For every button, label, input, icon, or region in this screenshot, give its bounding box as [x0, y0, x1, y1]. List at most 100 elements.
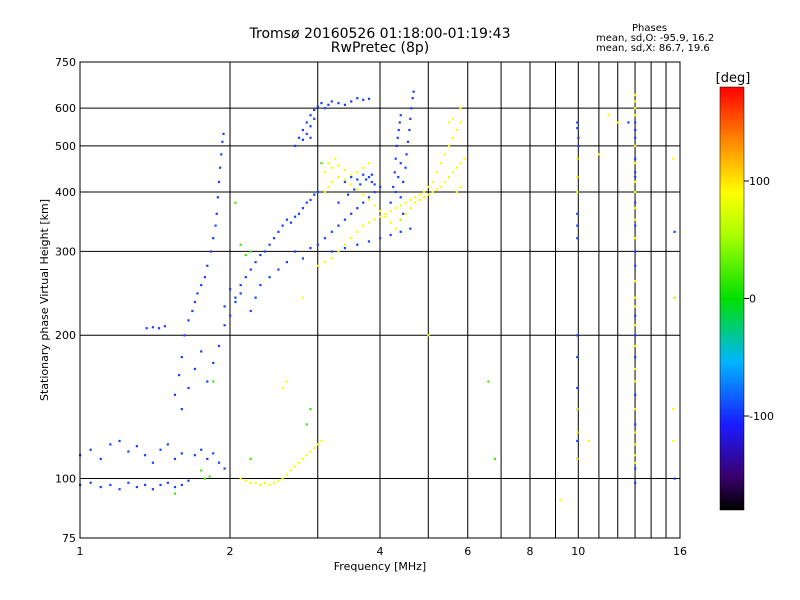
data-point: [343, 243, 347, 246]
data-point: [316, 190, 319, 194]
data-point: [672, 439, 675, 443]
data-point: [634, 443, 637, 446]
data-point: [343, 178, 347, 181]
data-point: [422, 190, 426, 194]
data-point: [254, 261, 257, 264]
data-point: [634, 93, 637, 96]
data-point: [173, 485, 177, 489]
data-point: [316, 105, 319, 108]
data-point: [409, 117, 412, 120]
data-point: [118, 439, 121, 443]
data-point: [309, 114, 312, 117]
x-tick-label: 16: [673, 545, 687, 558]
data-point: [305, 201, 308, 204]
data-point: [451, 117, 455, 120]
data-point: [356, 188, 359, 191]
y-tick-label: 100: [55, 473, 76, 486]
data-point: [309, 198, 312, 202]
data-point: [323, 261, 327, 264]
data-point: [389, 209, 392, 213]
data-point: [373, 183, 376, 186]
data-point: [350, 212, 353, 215]
y-tick-label: 400: [55, 186, 76, 199]
data-point: [373, 218, 376, 221]
data-point: [163, 325, 167, 328]
data-point: [384, 215, 387, 218]
data-point: [634, 334, 637, 337]
data-point: [343, 103, 347, 106]
data-point: [89, 448, 92, 451]
data-point: [313, 193, 316, 196]
data-point: [229, 314, 232, 317]
data-point: [412, 90, 415, 93]
data-point: [634, 190, 637, 194]
data-point: [222, 132, 225, 135]
data-point: [576, 431, 579, 434]
data-point: [320, 439, 323, 443]
data-point: [330, 230, 333, 233]
data-point: [627, 121, 630, 124]
data-point: [215, 212, 218, 215]
data-point: [285, 473, 288, 476]
data-point: [367, 198, 371, 202]
data-point: [316, 264, 319, 267]
data-point: [223, 467, 226, 470]
data-point: [234, 300, 237, 304]
colorbar: [719, 86, 745, 511]
data-point: [379, 185, 382, 189]
data-point: [127, 450, 130, 453]
data-point: [289, 469, 293, 472]
data-point: [634, 180, 637, 184]
data-point: [409, 207, 412, 210]
data-point: [289, 221, 293, 224]
data-point: [422, 196, 426, 199]
data-point: [277, 268, 280, 271]
data-point: [673, 477, 676, 480]
data-point: [127, 481, 130, 484]
data-point: [330, 100, 333, 103]
data-point: [393, 171, 396, 174]
data-point: [297, 212, 301, 215]
data-point: [673, 296, 676, 299]
data-point: [301, 207, 305, 210]
data-point: [118, 488, 121, 491]
data-point: [217, 180, 221, 184]
data-point: [399, 162, 402, 165]
data-point: [576, 237, 579, 240]
data-point: [217, 461, 221, 464]
data-point: [259, 284, 262, 287]
data-point: [159, 483, 162, 487]
data-point: [367, 240, 371, 243]
data-point: [212, 452, 215, 455]
data-point: [244, 253, 247, 257]
data-point: [493, 457, 497, 461]
data-point: [239, 292, 242, 295]
data-point: [193, 300, 197, 304]
data-point: [634, 237, 637, 240]
data-point: [597, 153, 601, 156]
data-point: [223, 305, 226, 308]
data-point: [343, 218, 347, 221]
data-point: [576, 334, 579, 337]
data-point: [409, 227, 412, 230]
data-point: [151, 326, 155, 329]
data-point: [177, 374, 181, 377]
legend-line-o: mean, sd,O: -95.9, 16.2: [596, 33, 715, 44]
data-point: [180, 356, 183, 359]
data-point: [389, 201, 392, 204]
data-point: [634, 461, 637, 464]
y-tick-label: 75: [62, 532, 76, 545]
data-point: [305, 423, 308, 426]
data-point: [254, 296, 257, 299]
data-point: [229, 288, 232, 291]
data-point: [405, 153, 408, 156]
plot-frame: [79, 61, 681, 539]
data-point: [337, 164, 340, 167]
data-point: [459, 162, 462, 165]
data-point: [350, 183, 353, 186]
data-point: [362, 173, 365, 176]
data-point: [330, 180, 333, 184]
data-point: [259, 483, 262, 487]
data-point: [443, 180, 447, 184]
